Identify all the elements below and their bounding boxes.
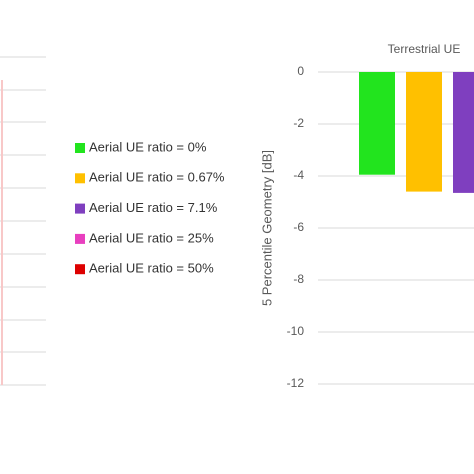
legend-text: Aerial UE ratio = 7.1% [89,200,218,215]
bar [406,72,442,192]
y-tick-label: -4 [293,168,304,182]
bar [359,72,395,175]
y-tick-label: -6 [293,220,304,234]
bar [453,72,474,193]
legend-marker [75,264,85,275]
legend-text: Aerial UE ratio = 25% [89,230,214,245]
y-tick-label: 0 [297,64,304,78]
y-tick-label: -2 [293,116,304,130]
legend-marker [75,233,85,244]
legend-text: Aerial UE ratio = 0.67% [89,170,225,185]
y-tick-label: -12 [287,376,305,390]
y-tick-label: -8 [293,272,304,286]
legend-marker [75,173,85,184]
y-axis-label: 5 Percentile Geometry [dB] [259,150,274,306]
legend-text: Aerial UE ratio = 0% [89,139,207,154]
legend-marker [75,203,85,214]
legend-text: Aerial UE ratio = 50% [89,261,214,276]
chart-title: Terrestrial UE [388,42,461,56]
legend-marker [75,143,85,153]
y-tick-label: -10 [287,324,305,338]
left-chart-fragment [0,56,46,386]
